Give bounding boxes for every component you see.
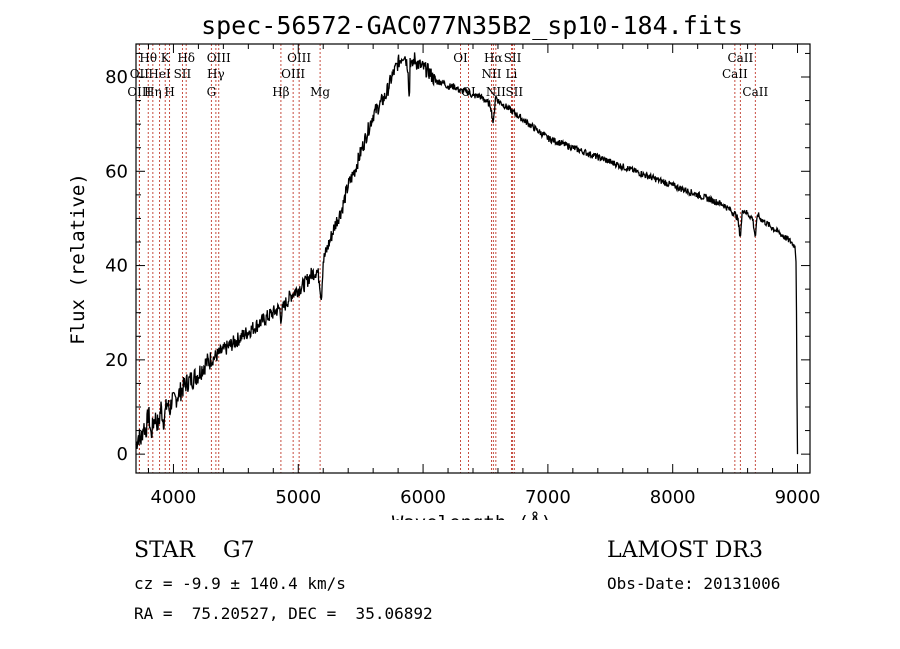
spectral-line-label: OIII: [207, 51, 231, 65]
sky-coordinates: RA = 75.20527, DEC = 35.06892: [134, 604, 433, 623]
spectral-line-label: OIII: [287, 51, 311, 65]
spectral-line-label: NII: [481, 67, 501, 81]
x-tick-label: 9000: [775, 487, 821, 508]
x-axis-label: Wavelength (Å): [392, 511, 552, 520]
spectral-line-label: OIII: [281, 67, 305, 81]
flux-series-line: [135, 52, 799, 455]
object-class: STAR G7: [134, 538, 255, 563]
spectral-line-label: CaII: [742, 85, 768, 99]
x-tick-label: 4000: [151, 487, 197, 508]
x-tick-label: 6000: [400, 487, 446, 508]
y-axis-ticks: 0 20 40 60 80: [105, 52, 810, 465]
spectral-line-label: Li: [506, 67, 518, 81]
x-tick-label: 5000: [275, 487, 321, 508]
y-axis-label: Flux (relative): [67, 173, 89, 345]
spectral-line-label: CaII: [727, 51, 753, 65]
x-tick-label: 8000: [650, 487, 696, 508]
x-axis-ticks: 4000 5000 6000 7000 8000 9000: [147, 44, 821, 508]
chart-title: spec-56572-GAC077N35B2_sp10-184.fits: [201, 11, 743, 40]
y-tick-label: 40: [105, 256, 128, 277]
observation-date: Obs-Date: 20131006: [607, 574, 781, 593]
plot-frame: [135, 43, 811, 474]
spectral-line-label: Hδ: [177, 51, 195, 65]
spectral-line-label: SII: [505, 85, 523, 99]
y-tick-label: 0: [117, 444, 128, 465]
spectral-line-label: Mg: [310, 85, 330, 99]
spectral-line-label: OII: [130, 67, 150, 81]
survey-name: LAMOST DR3: [607, 538, 763, 563]
spectral-line-label: OI: [453, 51, 468, 65]
y-tick-label: 20: [105, 350, 128, 371]
spectral-line-label: OIII: [127, 85, 151, 99]
spectral-line-label: Hα: [484, 51, 503, 65]
spectral-line-label: NII: [486, 85, 506, 99]
spectral-line-label: Hβ: [272, 85, 289, 99]
y-tick-label: 80: [105, 67, 128, 88]
spectrum-chart: spec-56572-GAC077N35B2_sp10-184.fits Hθ O…: [67, 11, 821, 520]
spectral-line-label: K: [161, 51, 171, 65]
redshift-velocity: cz = -9.9 ± 140.4 km/s: [134, 574, 346, 593]
spectral-line-label: HeI: [148, 67, 171, 81]
spectral-line-label: Hθ: [139, 51, 157, 65]
y-tick-label: 60: [105, 161, 128, 182]
spectral-line-label: CaII: [722, 67, 748, 81]
spectral-line-label: Hγ: [207, 67, 225, 81]
spectral-line-label: G: [207, 85, 217, 99]
spectral-line-markers: [138, 44, 756, 473]
spectral-line-label: SII: [504, 51, 522, 65]
x-tick-label: 7000: [525, 487, 571, 508]
spectral-line-label: SII: [174, 67, 192, 81]
spectral-line-label: H: [164, 85, 174, 99]
spectral-line-label: Hη: [144, 85, 162, 99]
